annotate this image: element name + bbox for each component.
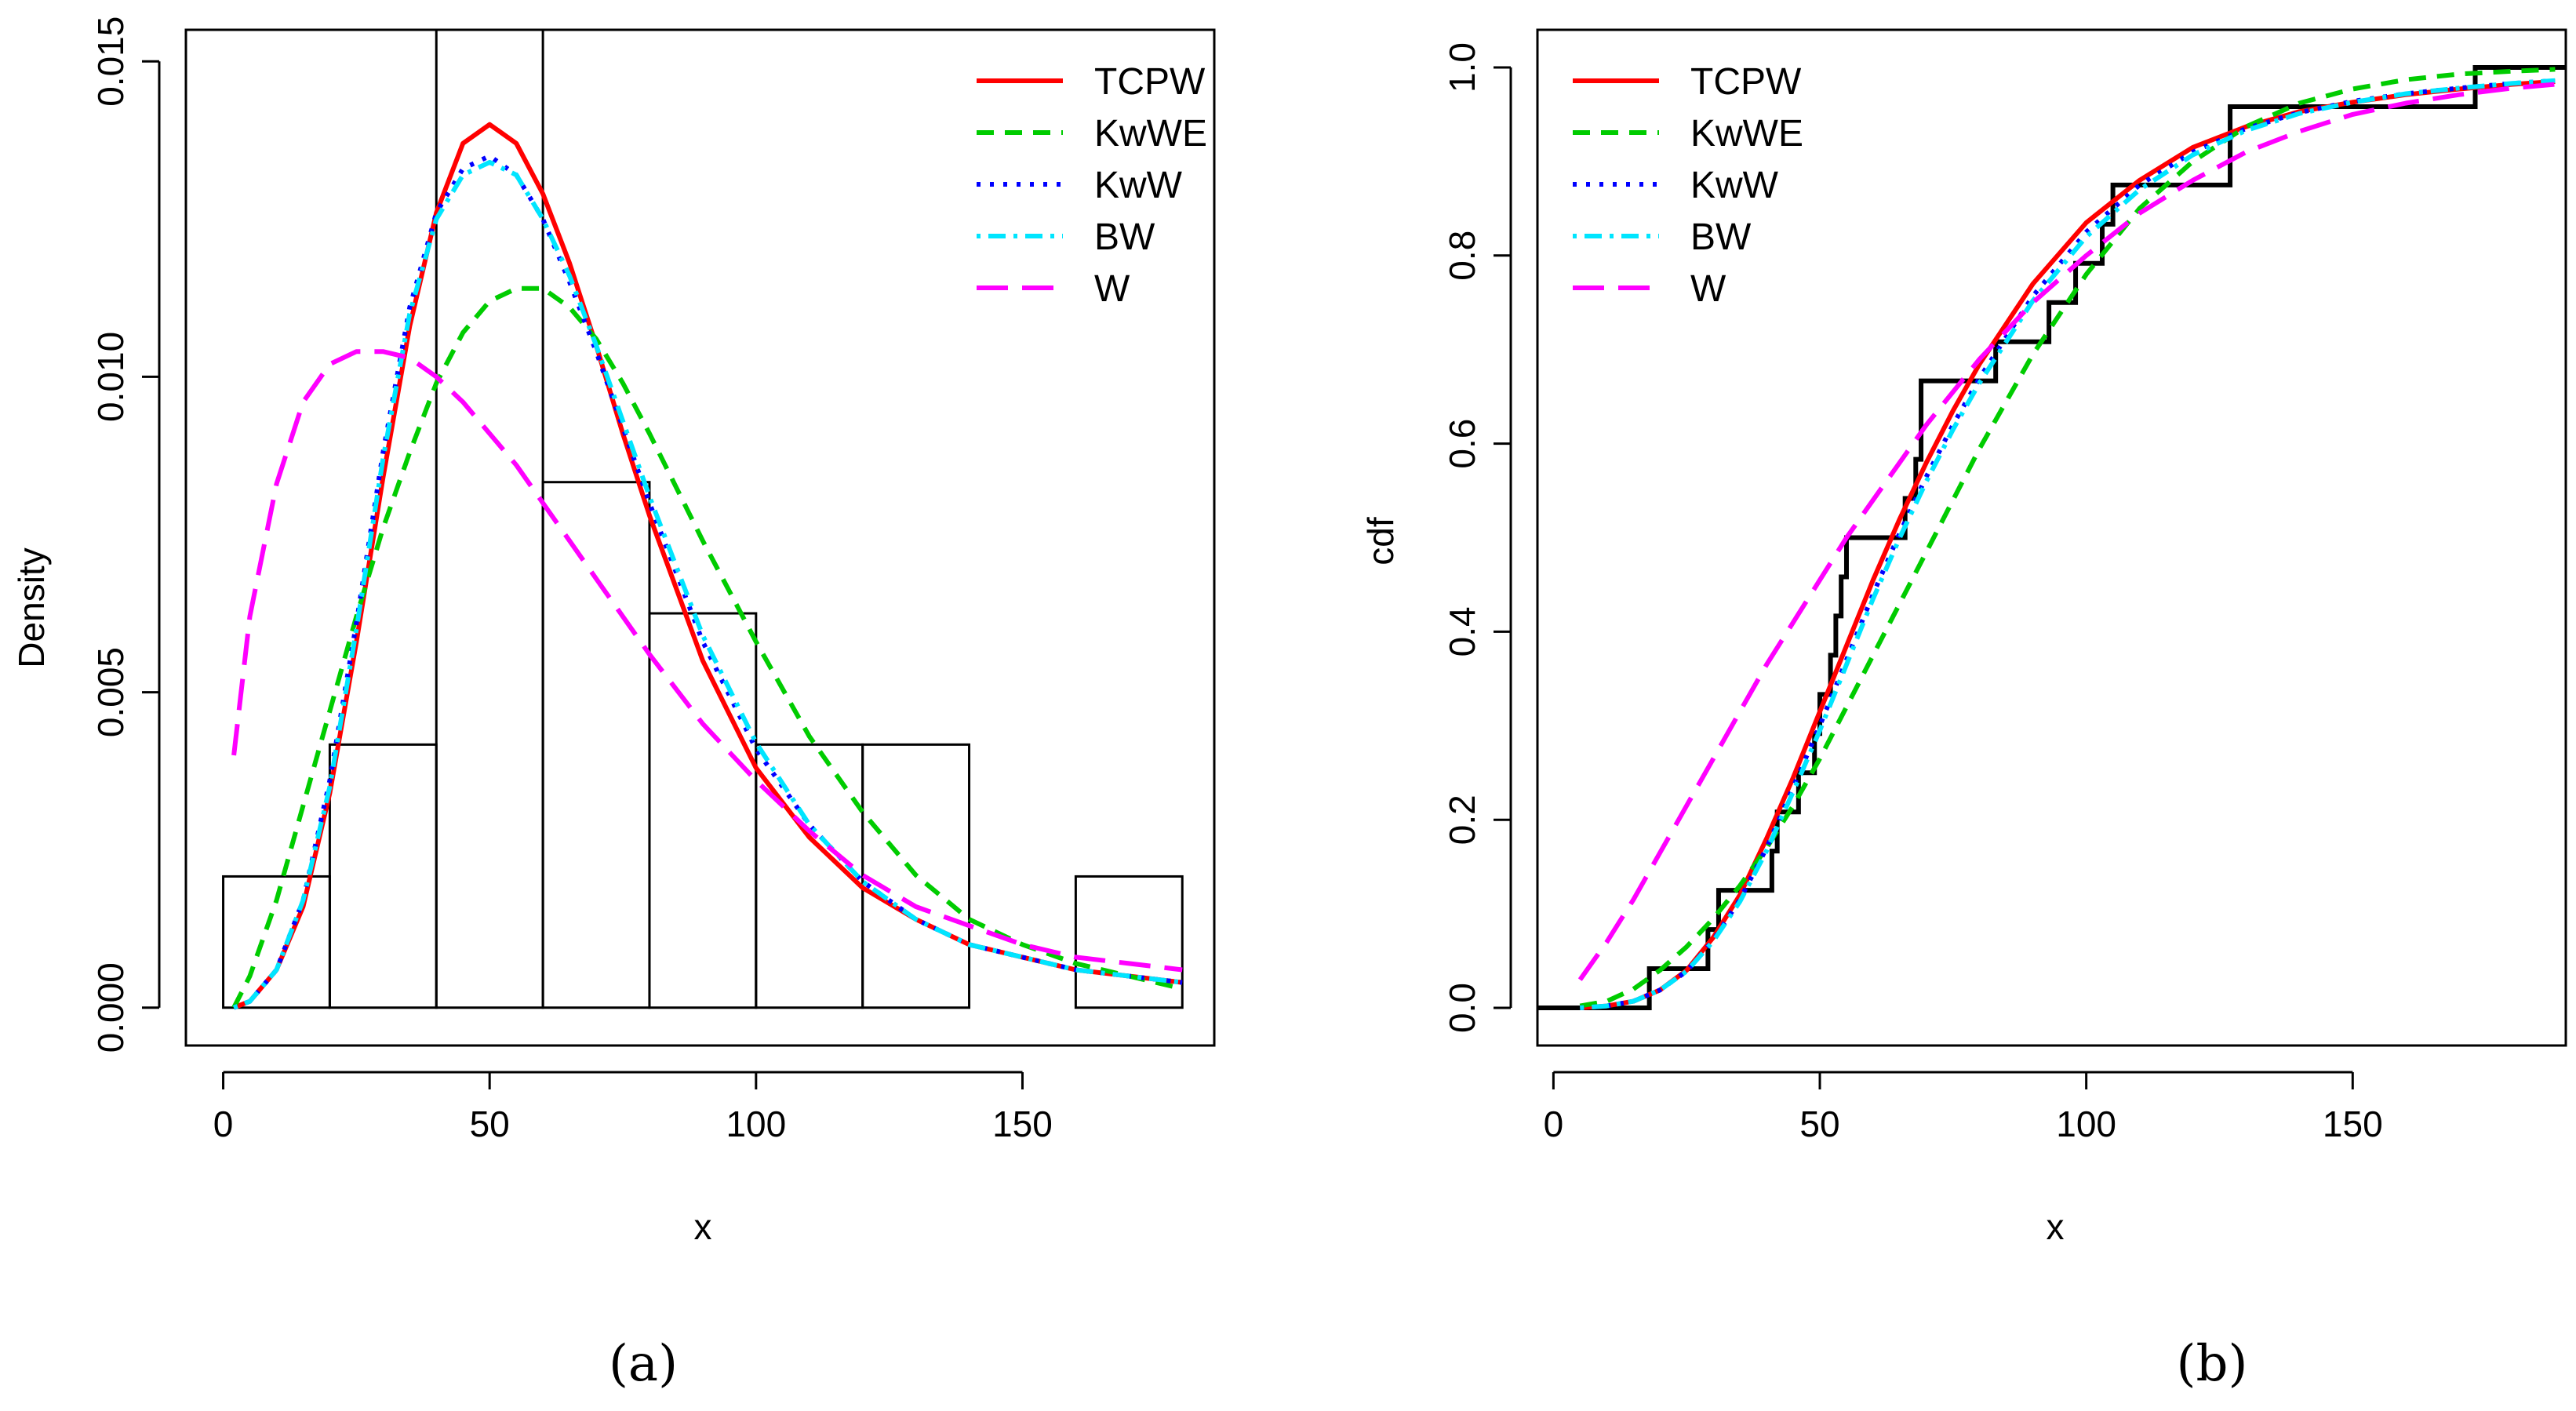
histogram-bar — [435, 30, 544, 1009]
legend-label: W — [1690, 268, 1726, 310]
x-tick-label: 100 — [726, 1104, 786, 1144]
histogram-bar — [755, 743, 864, 1009]
x-tick-label: 0 — [213, 1104, 234, 1144]
legend-label: KwWE — [1690, 113, 1803, 155]
x-tick-label: 50 — [470, 1104, 510, 1144]
panel-a-xlabel: x — [694, 1206, 712, 1247]
legend-label: TCPW — [1690, 61, 1802, 103]
series-line-kwwe — [231, 285, 1183, 1009]
y-tick-label: 0.005 — [90, 647, 131, 737]
x-tick-label: 0 — [1544, 1104, 1564, 1144]
histogram-bar — [648, 612, 758, 1009]
x-tick-label: 150 — [992, 1104, 1053, 1144]
legend-label: W — [1094, 268, 1130, 310]
plot-area — [1537, 64, 2566, 1011]
histogram-bar — [1074, 875, 1184, 1009]
histogram-bar — [861, 743, 971, 1009]
plot-frame — [1536, 28, 2567, 1047]
y-tick-label: 0.4 — [1442, 606, 1483, 656]
y-tick-label: 0.6 — [1442, 419, 1483, 469]
y-tick-label: 0.2 — [1442, 795, 1483, 845]
empirical-cdf-step — [1537, 64, 2566, 1011]
series-line-bw — [1580, 78, 2556, 1010]
y-tick-label: 1.0 — [1442, 42, 1483, 93]
legend: TCPW KwWE KwW BW W — [977, 61, 1207, 310]
legend-label: TCPW — [1094, 61, 1206, 103]
plot-frame — [184, 28, 1216, 1047]
legend-label: KwW — [1094, 165, 1183, 206]
x-tick-label: 150 — [2323, 1104, 2383, 1144]
y-tick-label: 0.0 — [1442, 983, 1483, 1033]
series-line-kww — [233, 153, 1183, 1010]
histogram-bar — [328, 743, 438, 1009]
series-line-kwwe — [1579, 67, 2556, 1009]
y-tick-label: 0.015 — [90, 16, 131, 107]
y-tick-label: 0.000 — [90, 962, 131, 1053]
panel-b-cdf: cdf x (b) 0 50 100 150 0.0 0.2 0.4 0.6 0.8 1.0 TCP… — [1360, 28, 2567, 1393]
y-tick-label: 0.010 — [90, 332, 131, 422]
series-line-w — [231, 349, 1183, 973]
legend: TCPW KwWE KwW BW W — [1573, 61, 1803, 310]
series-line-tcpw — [233, 122, 1183, 1010]
x-tick-label: 100 — [2056, 1104, 2116, 1144]
legend-label: BW — [1094, 216, 1155, 258]
plot-area — [222, 30, 1184, 1010]
panel-b-caption: (b) — [2177, 1335, 2248, 1393]
panel-a-ylabel: Density — [11, 547, 52, 667]
panel-b-ylabel: cdf — [1360, 517, 1401, 565]
series-line-w — [1577, 82, 2556, 981]
panel-a-caption: (a) — [609, 1335, 678, 1393]
legend-label: BW — [1690, 216, 1752, 258]
histogram-bar — [541, 481, 651, 1009]
series-line-bw — [233, 159, 1183, 1010]
x-tick-label: 50 — [1799, 1104, 1839, 1144]
panel-b-xlabel: x — [2047, 1206, 2065, 1247]
y-tick-label: 0.8 — [1442, 231, 1483, 281]
legend-label: KwWE — [1094, 113, 1207, 155]
legend-label: KwW — [1690, 165, 1779, 206]
panel-a-density: Density x (a) 0 50 100 150 0.000 0.005 0.010 0.… — [11, 16, 1216, 1393]
